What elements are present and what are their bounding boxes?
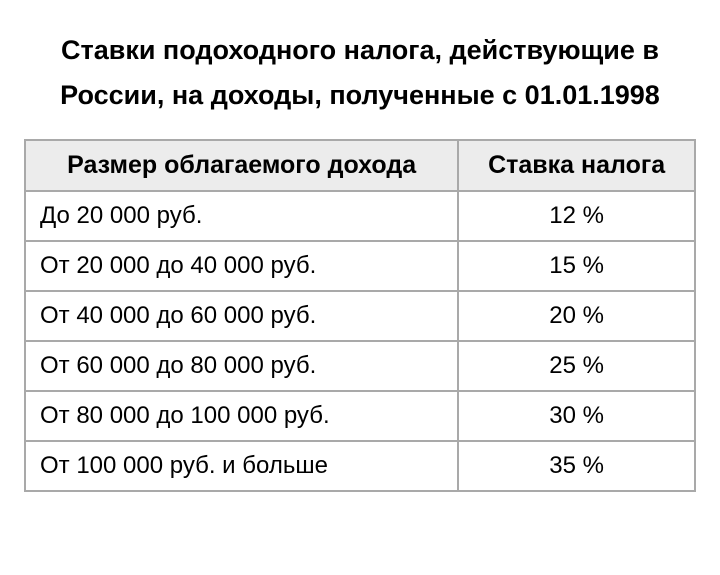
bracket-cell: До 20 000 руб. [25, 191, 458, 241]
bracket-cell: От 100 000 руб. и больше [25, 441, 458, 491]
rate-cell: 35 % [458, 441, 695, 491]
rate-cell: 15 % [458, 241, 695, 291]
page-title: Ставки подоходного налога, действующие в… [24, 28, 696, 117]
table-row: От 60 000 до 80 000 руб. 25 % [25, 341, 695, 391]
bracket-cell: От 80 000 до 100 000 руб. [25, 391, 458, 441]
bracket-cell: От 40 000 до 60 000 руб. [25, 291, 458, 341]
column-header-bracket: Размер облагаемого дохода [25, 140, 458, 191]
rate-cell: 30 % [458, 391, 695, 441]
table-row: От 80 000 до 100 000 руб. 30 % [25, 391, 695, 441]
table-row: От 20 000 до 40 000 руб. 15 % [25, 241, 695, 291]
tax-rates-table: Размер облагаемого дохода Ставка налога … [24, 139, 696, 492]
bracket-cell: От 20 000 до 40 000 руб. [25, 241, 458, 291]
rate-cell: 12 % [458, 191, 695, 241]
column-header-rate: Ставка налога [458, 140, 695, 191]
table-row: От 40 000 до 60 000 руб. 20 % [25, 291, 695, 341]
table-header-row: Размер облагаемого дохода Ставка налога [25, 140, 695, 191]
bracket-cell: От 60 000 до 80 000 руб. [25, 341, 458, 391]
table-row: От 100 000 руб. и больше 35 % [25, 441, 695, 491]
rate-cell: 25 % [458, 341, 695, 391]
rate-cell: 20 % [458, 291, 695, 341]
table-row: До 20 000 руб. 12 % [25, 191, 695, 241]
